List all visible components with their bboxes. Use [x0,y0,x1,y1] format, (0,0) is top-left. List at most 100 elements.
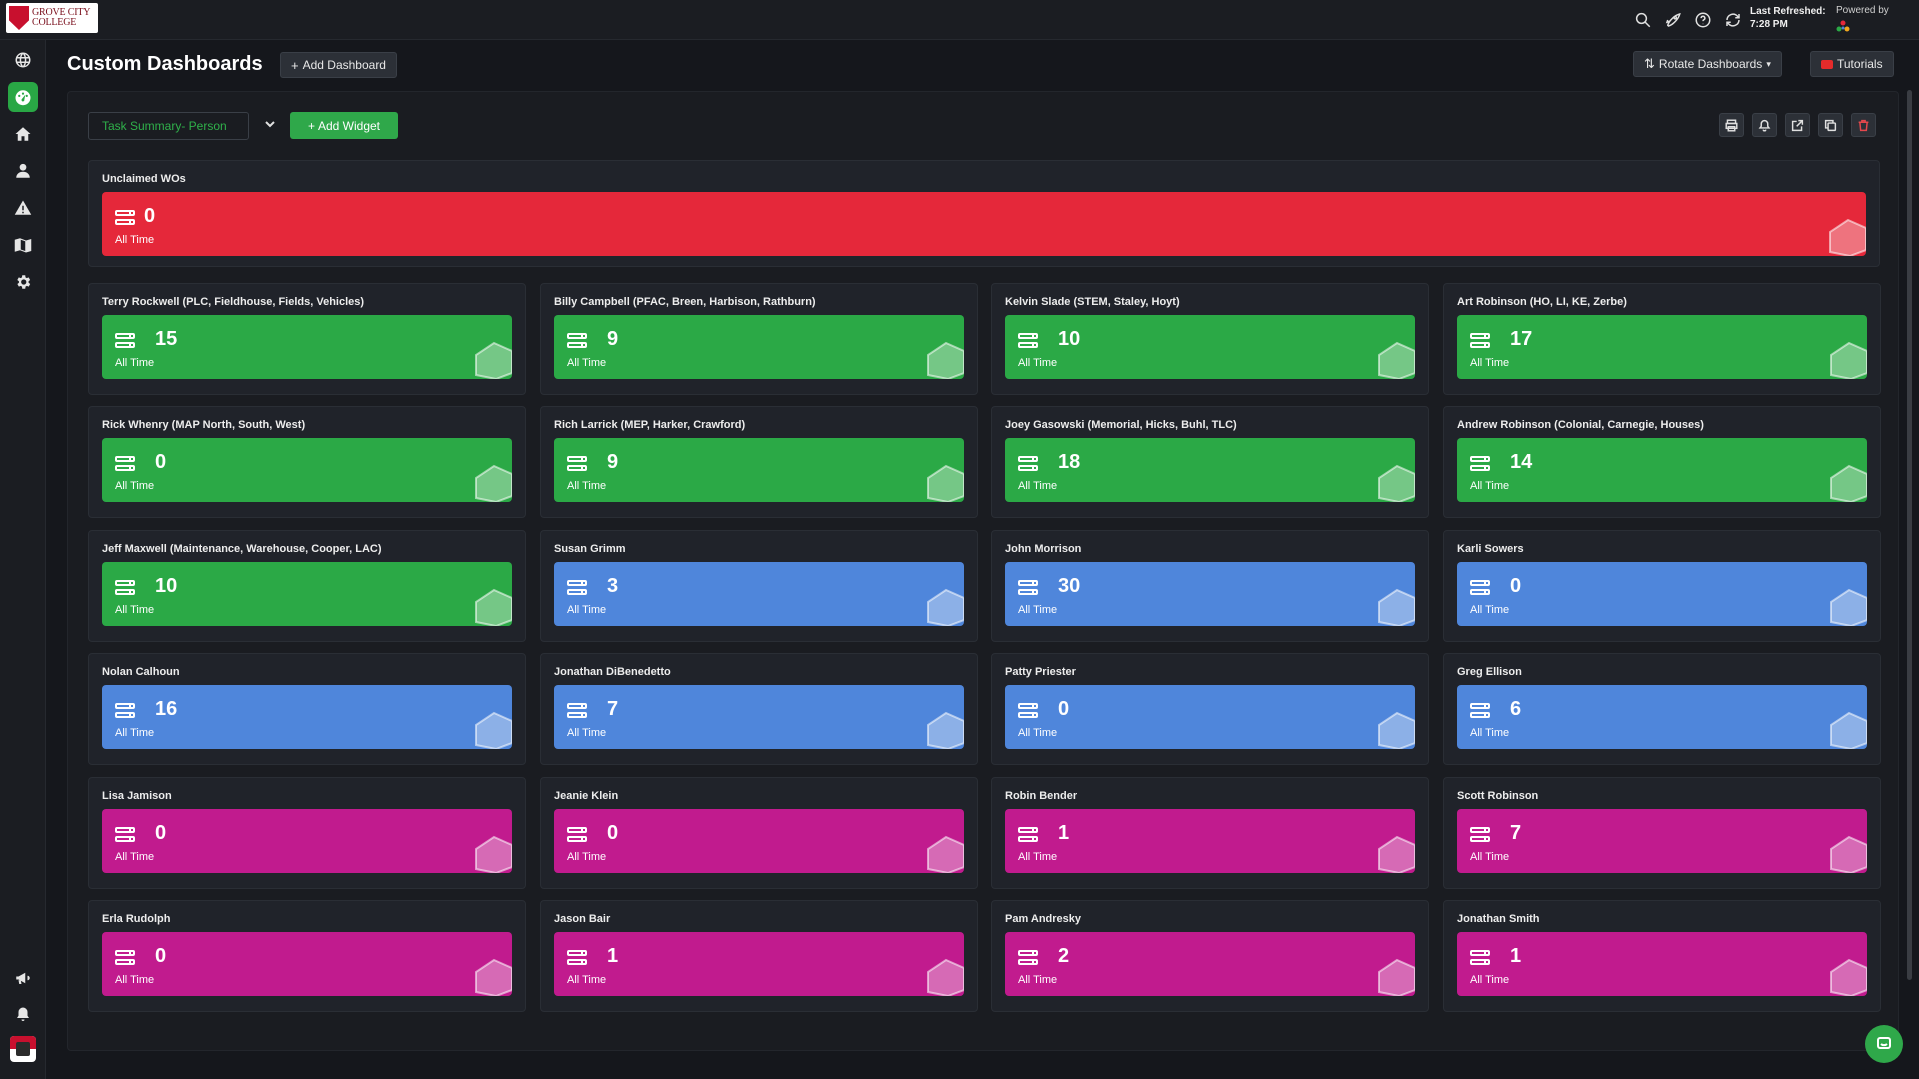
refresh-icon[interactable] [1723,10,1743,30]
widget-title: Kelvin Slade (STEM, Staley, Hoyt) [1005,296,1180,308]
person-widget[interactable]: Jonathan DiBenedetto 7 All Time [540,653,978,765]
person-widget[interactable]: Joey Gasowski (Memorial, Hicks, Buhl, TL… [991,406,1429,518]
person-widget[interactable]: Susan Grimm 3 All Time [540,530,978,642]
last-refreshed: Last Refreshed: 7:28 PM [1750,5,1826,31]
widget-card[interactable]: 0 All Time [102,192,1866,256]
print-icon[interactable] [1719,113,1744,137]
rotate-icon: ⇅ [1644,56,1655,71]
widget-card[interactable]: 0 All Time [1457,562,1867,626]
widget-card[interactable]: 16 All Time [102,685,512,749]
person-widget[interactable]: Nolan Calhoun 16 All Time [88,653,526,765]
widget-title: Terry Rockwell (PLC, Fieldhouse, Fields,… [102,296,365,308]
widget-value: 18 [1058,451,1081,473]
dashboard-icon[interactable] [8,82,38,112]
notifications-bell-icon[interactable] [8,1000,38,1030]
gear-icon[interactable] [8,267,38,297]
widget-card[interactable]: 1 All Time [1005,809,1415,873]
search-icon[interactable] [1633,10,1653,30]
share-icon[interactable] [1785,113,1810,137]
person-widget[interactable]: Pam Andresky 2 All Time [991,900,1429,1012]
person-widget[interactable]: Karli Sowers 0 All Time [1443,530,1881,642]
avatar[interactable] [10,1036,36,1062]
widget-card[interactable]: 0 All Time [102,809,512,873]
widget-period: All Time [1470,727,1510,739]
person-widget[interactable]: Jeff Maxwell (Maintenance, Warehouse, Co… [88,530,526,642]
widget-card[interactable]: 1 All Time [1457,932,1867,996]
widget-card[interactable]: 9 All Time [554,315,964,379]
trash-icon[interactable] [1851,113,1876,137]
widget-card[interactable]: 0 All Time [1005,685,1415,749]
chat-button[interactable] [1865,1025,1903,1063]
home-icon[interactable] [8,119,38,149]
add-dashboard-button[interactable]: + Add Dashboard [280,52,397,78]
widget-title: Scott Robinson [1457,790,1539,802]
widget-card[interactable]: 7 All Time [554,685,964,749]
widget-card[interactable]: 3 All Time [554,562,964,626]
person-widget[interactable]: Rick Whenry (MAP North, South, West) 0 All… [88,406,526,518]
widget-card[interactable]: 7 All Time [1457,809,1867,873]
widget-card[interactable]: 17 All Time [1457,315,1867,379]
person-widget[interactable]: Andrew Robinson (Colonial, Carnegie, Hou… [1443,406,1881,518]
widget-card[interactable]: 0 All Time [554,809,964,873]
widget-card[interactable]: 15 All Time [102,315,512,379]
scrollbar[interactable] [1907,90,1912,980]
server-stack-icon [1470,703,1490,719]
person-widget[interactable]: Billy Campbell (PFAC, Breen, Harbison, R… [540,283,978,395]
help-icon[interactable] [1693,10,1713,30]
hexagon-icon [1830,588,1867,626]
person-widget[interactable]: John Morrison 30 All Time [991,530,1429,642]
megaphone-icon[interactable] [8,963,38,993]
person-widget[interactable]: Kelvin Slade (STEM, Staley, Hoyt) 10 All T… [991,283,1429,395]
add-widget-button[interactable]: + Add Widget [290,112,398,139]
widget-card[interactable]: 2 All Time [1005,932,1415,996]
widget-card[interactable]: 9 All Time [554,438,964,502]
person-widget[interactable]: Robin Bender 1 All Time [991,777,1429,889]
person-widget[interactable]: Jason Bair 1 All Time [540,900,978,1012]
rocket-icon[interactable] [1663,10,1683,30]
hexagon-icon [1829,218,1866,256]
person-widget[interactable]: Art Robinson (HO, LI, KE, Zerbe) 17 All Ti… [1443,283,1881,395]
widget-period: All Time [1018,480,1058,492]
widget-card[interactable]: 10 All Time [1005,315,1415,379]
widget-title: Pam Andresky [1005,913,1082,925]
tutorials-label: Tutorials [1837,57,1883,71]
rotate-dashboards-button[interactable]: ⇅ Rotate Dashboards ▾ [1633,51,1782,77]
person-widget[interactable]: Jeanie Klein 0 All Time [540,777,978,889]
warning-icon[interactable] [8,193,38,223]
copy-icon[interactable] [1818,113,1843,137]
person-widget[interactable]: Lisa Jamison 0 All Time [88,777,526,889]
widget-card[interactable]: 0 All Time [102,932,512,996]
widget-value: 15 [155,328,178,350]
globe-icon[interactable] [8,45,38,75]
person-widget[interactable]: Jonathan Smith 1 All Time [1443,900,1881,1012]
widget-card[interactable]: 30 All Time [1005,562,1415,626]
widget-card[interactable]: 18 All Time [1005,438,1415,502]
widget-title: Susan Grimm [554,543,626,555]
college-logo[interactable]: GROVE CITY COLLEGE [6,3,98,33]
widget-card[interactable]: 0 All Time [102,438,512,502]
widget-value: 1 [1510,945,1522,967]
person-widget[interactable]: Scott Robinson 7 All Time [1443,777,1881,889]
person-widget[interactable]: Greg Ellison 6 All Time [1443,653,1881,765]
page-title: Custom Dashboards [67,53,263,75]
user-icon[interactable] [8,156,38,186]
bell-icon[interactable] [1752,113,1777,137]
server-stack-icon [1018,580,1038,596]
person-widget[interactable]: Erla Rudolph 0 All Time [88,900,526,1012]
widget-card[interactable]: 10 All Time [102,562,512,626]
widget-title: Karli Sowers [1457,543,1524,555]
person-widget[interactable]: Terry Rockwell (PLC, Fieldhouse, Fields,… [88,283,526,395]
widget-card[interactable]: 14 All Time [1457,438,1867,502]
tutorials-button[interactable]: Tutorials [1810,51,1894,77]
dashboard-dropdown-chevron-icon[interactable] [262,114,278,134]
dashboard-select[interactable]: Task Summary- Person [88,112,249,140]
widget-card[interactable]: 6 All Time [1457,685,1867,749]
map-icon[interactable] [8,230,38,260]
server-stack-icon [115,703,135,719]
server-stack-icon [1018,456,1038,472]
widget-card[interactable]: 1 All Time [554,932,964,996]
hexagon-icon [475,464,512,502]
person-widget[interactable]: Rich Larrick (MEP, Harker, Crawford) 9 All… [540,406,978,518]
person-widget[interactable]: Patty Priester 0 All Time [991,653,1429,765]
unclaimed-widget[interactable]: Unclaimed WOs 0 All Time [88,160,1880,267]
